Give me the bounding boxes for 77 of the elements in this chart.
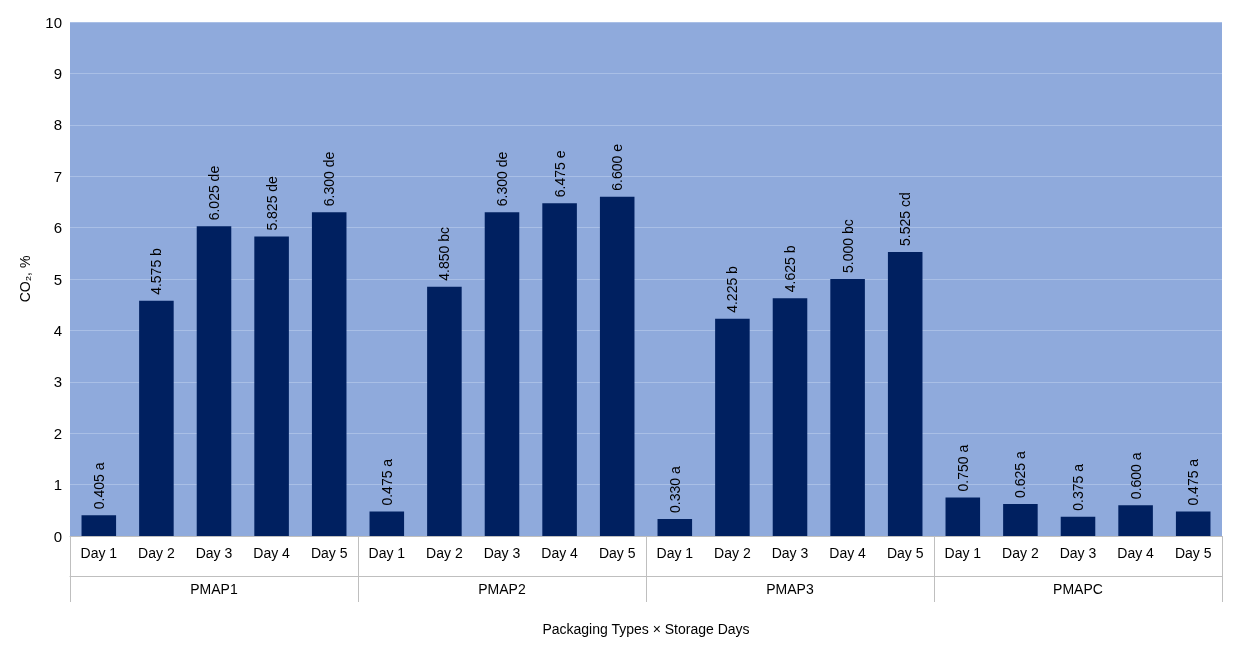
x-tick-label: Day 3 [483, 545, 521, 561]
x-tick-label: Day 5 [598, 545, 636, 561]
x-tick-label: Day 4 [1117, 545, 1155, 561]
y-tick-label: 1 [53, 476, 62, 494]
x-tick-label: Day 5 [886, 545, 924, 561]
data-label: 5.825 de [263, 175, 280, 231]
x-tick-label: Day 1 [80, 545, 118, 561]
data-label: 4.850 bc [436, 226, 453, 281]
y-tick-label: 9 [53, 64, 62, 82]
x-tick-label: Day 5 [310, 545, 348, 561]
data-label: 0.600 a [1127, 452, 1144, 500]
data-label: 0.625 a [1012, 450, 1029, 498]
y-tick-label: 2 [53, 424, 62, 442]
y-tick-label: 4 [53, 321, 62, 339]
bar [81, 515, 117, 536]
bar [1118, 505, 1153, 536]
bar [139, 300, 174, 536]
x-tick-label: Day 2 [426, 545, 463, 561]
bar [427, 286, 462, 536]
x-tick-label: Day 4 [253, 545, 291, 561]
y-tick-label: 7 [53, 167, 62, 185]
data-label: 6.025 de [206, 165, 222, 221]
bar [1175, 511, 1211, 536]
data-label: 6.600 e [609, 143, 626, 191]
data-label: 0.750 a [954, 444, 971, 492]
x-axis-title: Packaging Types × Storage Days [542, 621, 750, 637]
text: PMAPC [1053, 581, 1103, 597]
y-tick-label: 5 [53, 270, 62, 288]
bar [599, 196, 635, 536]
x-tick-label: Day 2 [1002, 545, 1039, 561]
bar [1060, 516, 1096, 536]
bar [484, 212, 520, 536]
data-label: 0.475 a [1185, 458, 1202, 506]
y-tick-label: 6 [53, 219, 62, 237]
x-tick-label: Day 1 [368, 545, 406, 561]
data-label: 6.300 de [321, 151, 338, 207]
x-tick-label: Day 3 [771, 545, 809, 561]
data-label: 4.575 b [148, 247, 165, 295]
bar [196, 226, 232, 536]
data-label: 5.000 bc [839, 219, 856, 273]
bar [772, 298, 808, 536]
y-tick-label: 8 [53, 116, 62, 134]
bar [542, 203, 577, 536]
data-label: 4.625 b [782, 245, 798, 293]
data-label: 6.475 e [551, 150, 568, 198]
data-label: 4.225 b [724, 265, 741, 313]
x-tick-label: Day 1 [656, 545, 694, 561]
y-tick-label: 10 [45, 13, 62, 31]
bar [369, 511, 405, 536]
bar [1003, 503, 1038, 536]
x-tick-label: Day 3 [1059, 545, 1097, 561]
bar [311, 212, 347, 536]
y-tick-label: 3 [53, 373, 62, 391]
data-label: 0.375 a [1070, 463, 1086, 511]
x-tick-label: Day 4 [541, 545, 579, 561]
x-tick-label: Day 3 [195, 545, 233, 561]
text: PMAP1 [190, 581, 238, 597]
x-tick-label: Day 2 [714, 545, 751, 561]
bar [945, 497, 981, 536]
bar [830, 279, 865, 536]
bar [657, 519, 693, 536]
x-tick-label: Day 2 [138, 545, 175, 561]
data-label: 5.525 cd [897, 192, 914, 247]
y-axis-title: CO₂, % [17, 255, 33, 303]
text: PMAP2 [478, 581, 526, 597]
data-label: 6.300 de [494, 151, 510, 207]
bar [887, 252, 923, 536]
text: PMAP3 [766, 581, 814, 597]
bar [715, 318, 750, 536]
x-tick-label: Day 4 [829, 545, 867, 561]
data-label: 0.330 a [666, 466, 683, 514]
data-label: 0.405 a [90, 462, 107, 510]
y-tick-label: 0 [53, 527, 62, 545]
x-tick-label: Day 5 [1174, 545, 1212, 561]
data-label: 0.475 a [378, 458, 395, 506]
x-tick-label: Day 1 [944, 545, 982, 561]
bar [254, 236, 289, 536]
